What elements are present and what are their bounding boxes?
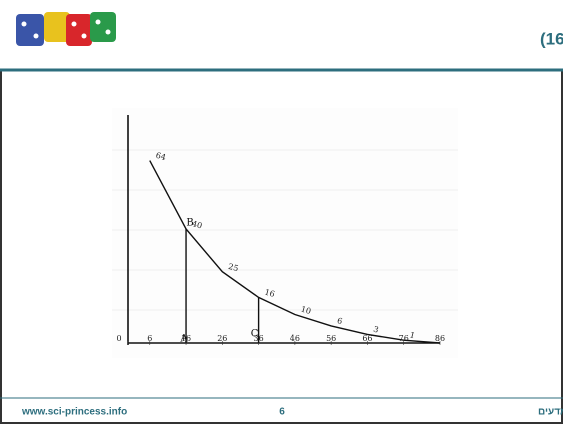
x-tick-label: 26 bbox=[217, 334, 227, 343]
x-tick-label: 46 bbox=[290, 334, 300, 343]
value-label: 16 bbox=[264, 288, 276, 299]
x-tick-label: 56 bbox=[326, 334, 336, 343]
point-letter: A bbox=[179, 334, 188, 345]
x-tick-label: 76 bbox=[399, 334, 409, 343]
figure-paper bbox=[112, 108, 458, 358]
survival-curve bbox=[149, 160, 441, 344]
footer-url: www.sci-princess.info bbox=[21, 407, 127, 418]
page-number: 6 bbox=[279, 407, 285, 418]
dice-logo bbox=[16, 12, 116, 46]
value-label: 1 bbox=[409, 330, 416, 340]
x-tick-label: 66 bbox=[362, 334, 372, 343]
value-label: 25 bbox=[227, 262, 239, 273]
value-label: 64 bbox=[155, 151, 167, 162]
point-letter: B bbox=[186, 218, 193, 229]
value-label: 3 bbox=[372, 325, 379, 335]
point-letter: C bbox=[251, 329, 259, 340]
value-label: 6 bbox=[336, 316, 343, 326]
paper-lines bbox=[112, 149, 458, 311]
x-tick-label: 6 bbox=[147, 334, 152, 343]
value-label: 10 bbox=[300, 305, 312, 316]
slide-title: נתוני השרדות (הויגנס 1669) bbox=[540, 29, 563, 48]
value-label: 40 bbox=[191, 219, 203, 230]
x-tick-label: 86 bbox=[435, 334, 445, 343]
x-tick-label: 0 bbox=[116, 334, 121, 343]
footer-brand: נסיכת המדעים bbox=[538, 407, 563, 418]
